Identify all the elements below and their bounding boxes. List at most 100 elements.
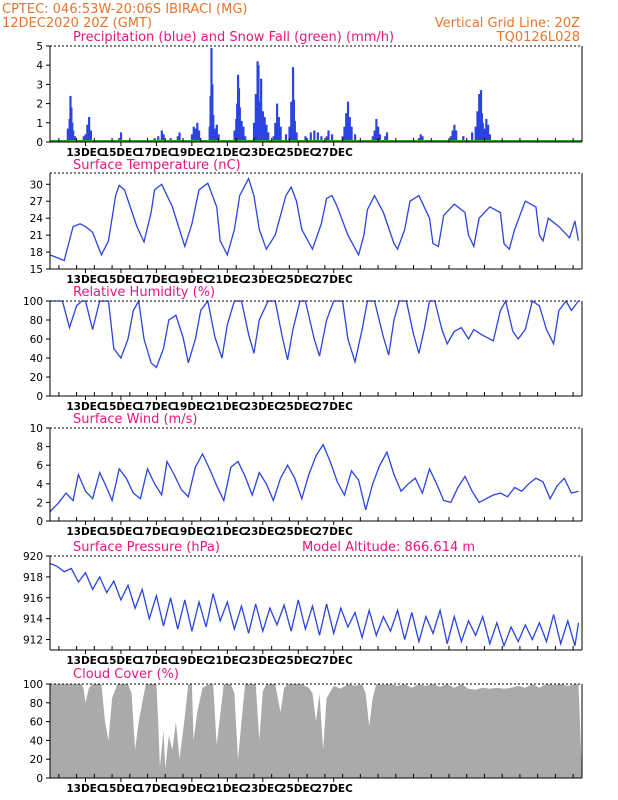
date-label: 15DEC xyxy=(102,655,141,667)
panel-title: Surface Temperature (nC) xyxy=(73,158,241,173)
precip-bar xyxy=(375,118,378,142)
precip-bar xyxy=(275,103,279,142)
precip-bar xyxy=(196,122,199,142)
y-tick-label: 8 xyxy=(36,442,43,454)
panel-pressure: Surface Pressure (hPa) Model Altitude: 86… xyxy=(23,540,583,667)
date-label: 21DEC xyxy=(208,274,247,286)
date-label: 25DEC xyxy=(279,783,318,795)
date-label: 17DEC xyxy=(137,655,176,667)
precip-bar xyxy=(471,132,474,142)
y-tick-label: 60 xyxy=(30,717,43,729)
panel-annotation: Model Altitude: 866.614 m xyxy=(302,540,475,555)
precip-bar xyxy=(478,94,481,142)
precip-bar xyxy=(476,111,479,142)
y-tick-label: 60 xyxy=(30,334,43,346)
precip-bar xyxy=(66,128,69,142)
date-label: 13DEC xyxy=(66,655,105,667)
y-tick-label: 24 xyxy=(30,213,44,225)
precip-bar xyxy=(488,134,491,142)
date-label: 13DEC xyxy=(66,274,105,286)
y-tick-label: 2 xyxy=(36,99,43,111)
precip-bar xyxy=(313,130,316,142)
date-label: 21DEC xyxy=(208,783,247,795)
precip-bar xyxy=(377,126,380,142)
y-tick-label: 0 xyxy=(36,773,43,785)
date-label: 21DEC xyxy=(208,401,247,413)
date-label: 19DEC xyxy=(173,655,212,667)
y-tick-label: 80 xyxy=(30,698,43,710)
date-label: 13DEC xyxy=(66,147,105,159)
y-tick-label: 920 xyxy=(23,551,43,563)
date-label: 19DEC xyxy=(173,783,212,795)
date-label: 17DEC xyxy=(137,147,176,159)
precip-bar xyxy=(212,115,215,142)
date-label: 15DEC xyxy=(102,783,141,795)
precip-bar xyxy=(194,128,197,142)
precip-bar xyxy=(483,128,486,142)
precip-bar xyxy=(474,126,477,142)
y-tick-label: 80 xyxy=(30,315,43,327)
precip-bar xyxy=(455,130,458,142)
date-label: 21DEC xyxy=(208,655,247,667)
date-label: 23DEC xyxy=(244,783,283,795)
precip-bar xyxy=(215,124,218,142)
date-label: 13DEC xyxy=(66,401,105,413)
y-tick-label: 20 xyxy=(30,754,43,766)
precip-bar xyxy=(82,136,85,142)
date-label: 25DEC xyxy=(279,147,318,159)
y-tick-label: 918 xyxy=(23,572,43,584)
precip-bar xyxy=(419,134,422,142)
precip-bar xyxy=(197,130,201,142)
panel-title: Surface Wind (m/s) xyxy=(73,412,197,427)
y-tick-label: 0 xyxy=(36,137,43,149)
precip-bar xyxy=(350,126,353,142)
precip-bar xyxy=(265,124,268,142)
precip-bar xyxy=(119,132,123,142)
precip-bar xyxy=(320,136,323,142)
panel-cloud: Cloud Cover (%) 0 20 40 60 80 100 13DEC15DEC17D… xyxy=(23,667,583,795)
precip-bar xyxy=(233,130,236,142)
date-label: 27DEC xyxy=(315,526,354,538)
precip-bar xyxy=(449,136,452,142)
date-label: 15DEC xyxy=(102,147,141,159)
precip-bar xyxy=(346,101,350,142)
header-run-time: 12DEC2020 20Z (GMT) xyxy=(2,16,152,31)
precip-bar xyxy=(86,124,89,142)
precip-bar xyxy=(304,136,307,142)
date-label: 21DEC xyxy=(208,526,247,538)
humidity-line xyxy=(50,299,580,369)
precip-bar xyxy=(290,101,293,142)
date-label: 21DEC xyxy=(208,147,247,159)
y-tick-label: 100 xyxy=(23,296,43,308)
y-tick-label: 5 xyxy=(36,41,43,53)
precip-bar xyxy=(162,134,165,142)
y-tick-label: 0 xyxy=(36,391,43,403)
y-tick-label: 18 xyxy=(30,247,43,259)
date-label: 25DEC xyxy=(279,655,318,667)
precip-bar xyxy=(160,130,163,142)
precip-bar xyxy=(316,132,319,142)
panel-temperature: Surface Temperature (nC) 15 18 21 24 27 30 13DE… xyxy=(30,158,583,286)
panel-humidity: Relative Humidity (%) 0 20 40 60 80 100 13DEC15… xyxy=(23,285,583,413)
precip-bar xyxy=(487,124,490,142)
panel-title: Cloud Cover (%) xyxy=(73,667,179,682)
date-label: 19DEC xyxy=(173,526,212,538)
cloud-area xyxy=(50,684,582,778)
precip-bar xyxy=(284,134,288,142)
date-label: 23DEC xyxy=(244,147,283,159)
precip-bar xyxy=(451,130,454,142)
precip-bar xyxy=(260,78,263,142)
precip-bar xyxy=(354,134,357,142)
date-label: 23DEC xyxy=(244,274,283,286)
y-tick-label: 1 xyxy=(36,118,43,130)
precip-bar xyxy=(263,117,266,142)
pressure-line xyxy=(49,562,580,648)
date-label: 17DEC xyxy=(137,783,176,795)
precip-bar xyxy=(327,130,330,142)
y-tick-label: 40 xyxy=(30,735,43,747)
date-label: 17DEC xyxy=(137,401,176,413)
header-station: CPTEC: 046:53W-20:06S IBIRACI (MG) xyxy=(2,2,248,17)
precip-bar xyxy=(213,128,217,142)
precip-bar xyxy=(178,132,181,142)
